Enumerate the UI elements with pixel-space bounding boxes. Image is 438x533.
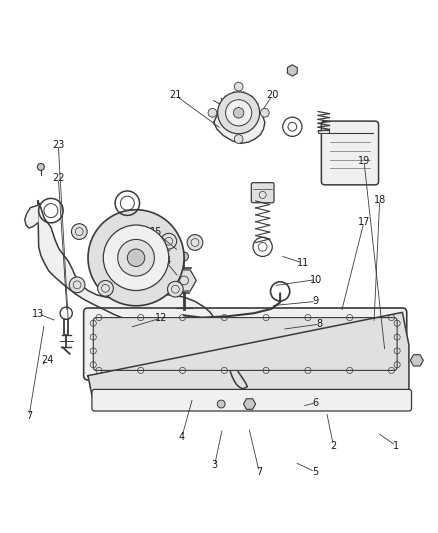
Circle shape <box>234 135 243 143</box>
Text: 17: 17 <box>358 217 370 227</box>
Text: 24: 24 <box>41 356 53 365</box>
Text: 23: 23 <box>52 140 64 150</box>
FancyBboxPatch shape <box>321 121 378 185</box>
Polygon shape <box>214 105 265 143</box>
Text: 13: 13 <box>32 309 44 319</box>
Circle shape <box>226 100 252 126</box>
FancyBboxPatch shape <box>251 183 274 203</box>
Circle shape <box>88 210 184 306</box>
FancyBboxPatch shape <box>92 390 412 411</box>
Circle shape <box>234 82 243 91</box>
Bar <box>318 130 329 133</box>
Text: 1: 1 <box>393 440 399 450</box>
FancyBboxPatch shape <box>84 308 407 380</box>
Circle shape <box>179 305 189 316</box>
Circle shape <box>217 400 225 408</box>
Text: 16: 16 <box>145 240 157 251</box>
Text: 15: 15 <box>150 228 162 237</box>
Text: 8: 8 <box>316 319 322 329</box>
Polygon shape <box>88 312 409 408</box>
Circle shape <box>261 108 269 117</box>
Text: 19: 19 <box>358 156 370 166</box>
Polygon shape <box>38 201 247 389</box>
Text: 18: 18 <box>374 195 386 205</box>
Text: 4: 4 <box>179 432 185 442</box>
Text: 14: 14 <box>159 256 172 266</box>
Text: 11: 11 <box>297 258 309 268</box>
Circle shape <box>37 164 44 171</box>
Text: 6: 6 <box>313 398 319 408</box>
Text: 22: 22 <box>52 173 64 183</box>
Circle shape <box>69 277 85 293</box>
Text: 7: 7 <box>256 467 262 477</box>
Circle shape <box>127 249 145 266</box>
Circle shape <box>161 233 177 249</box>
Circle shape <box>118 239 154 276</box>
Circle shape <box>167 281 183 297</box>
Text: 7: 7 <box>26 411 32 421</box>
Text: 9: 9 <box>313 296 319 306</box>
Circle shape <box>187 235 203 251</box>
Text: 21: 21 <box>169 91 181 100</box>
Circle shape <box>103 225 169 290</box>
Text: 10: 10 <box>310 274 322 285</box>
Circle shape <box>180 252 188 261</box>
Text: 20: 20 <box>266 91 279 100</box>
Text: 12: 12 <box>155 313 168 323</box>
Text: 2: 2 <box>330 440 336 450</box>
Circle shape <box>233 108 244 118</box>
Circle shape <box>208 108 217 117</box>
Text: 5: 5 <box>312 467 318 477</box>
Text: 3: 3 <box>212 460 218 470</box>
Polygon shape <box>25 205 38 228</box>
Circle shape <box>98 280 113 296</box>
FancyBboxPatch shape <box>93 318 397 370</box>
Circle shape <box>218 92 260 134</box>
Circle shape <box>71 224 87 239</box>
